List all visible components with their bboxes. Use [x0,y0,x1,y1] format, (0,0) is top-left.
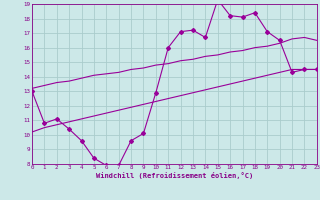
X-axis label: Windchill (Refroidissement éolien,°C): Windchill (Refroidissement éolien,°C) [96,172,253,179]
